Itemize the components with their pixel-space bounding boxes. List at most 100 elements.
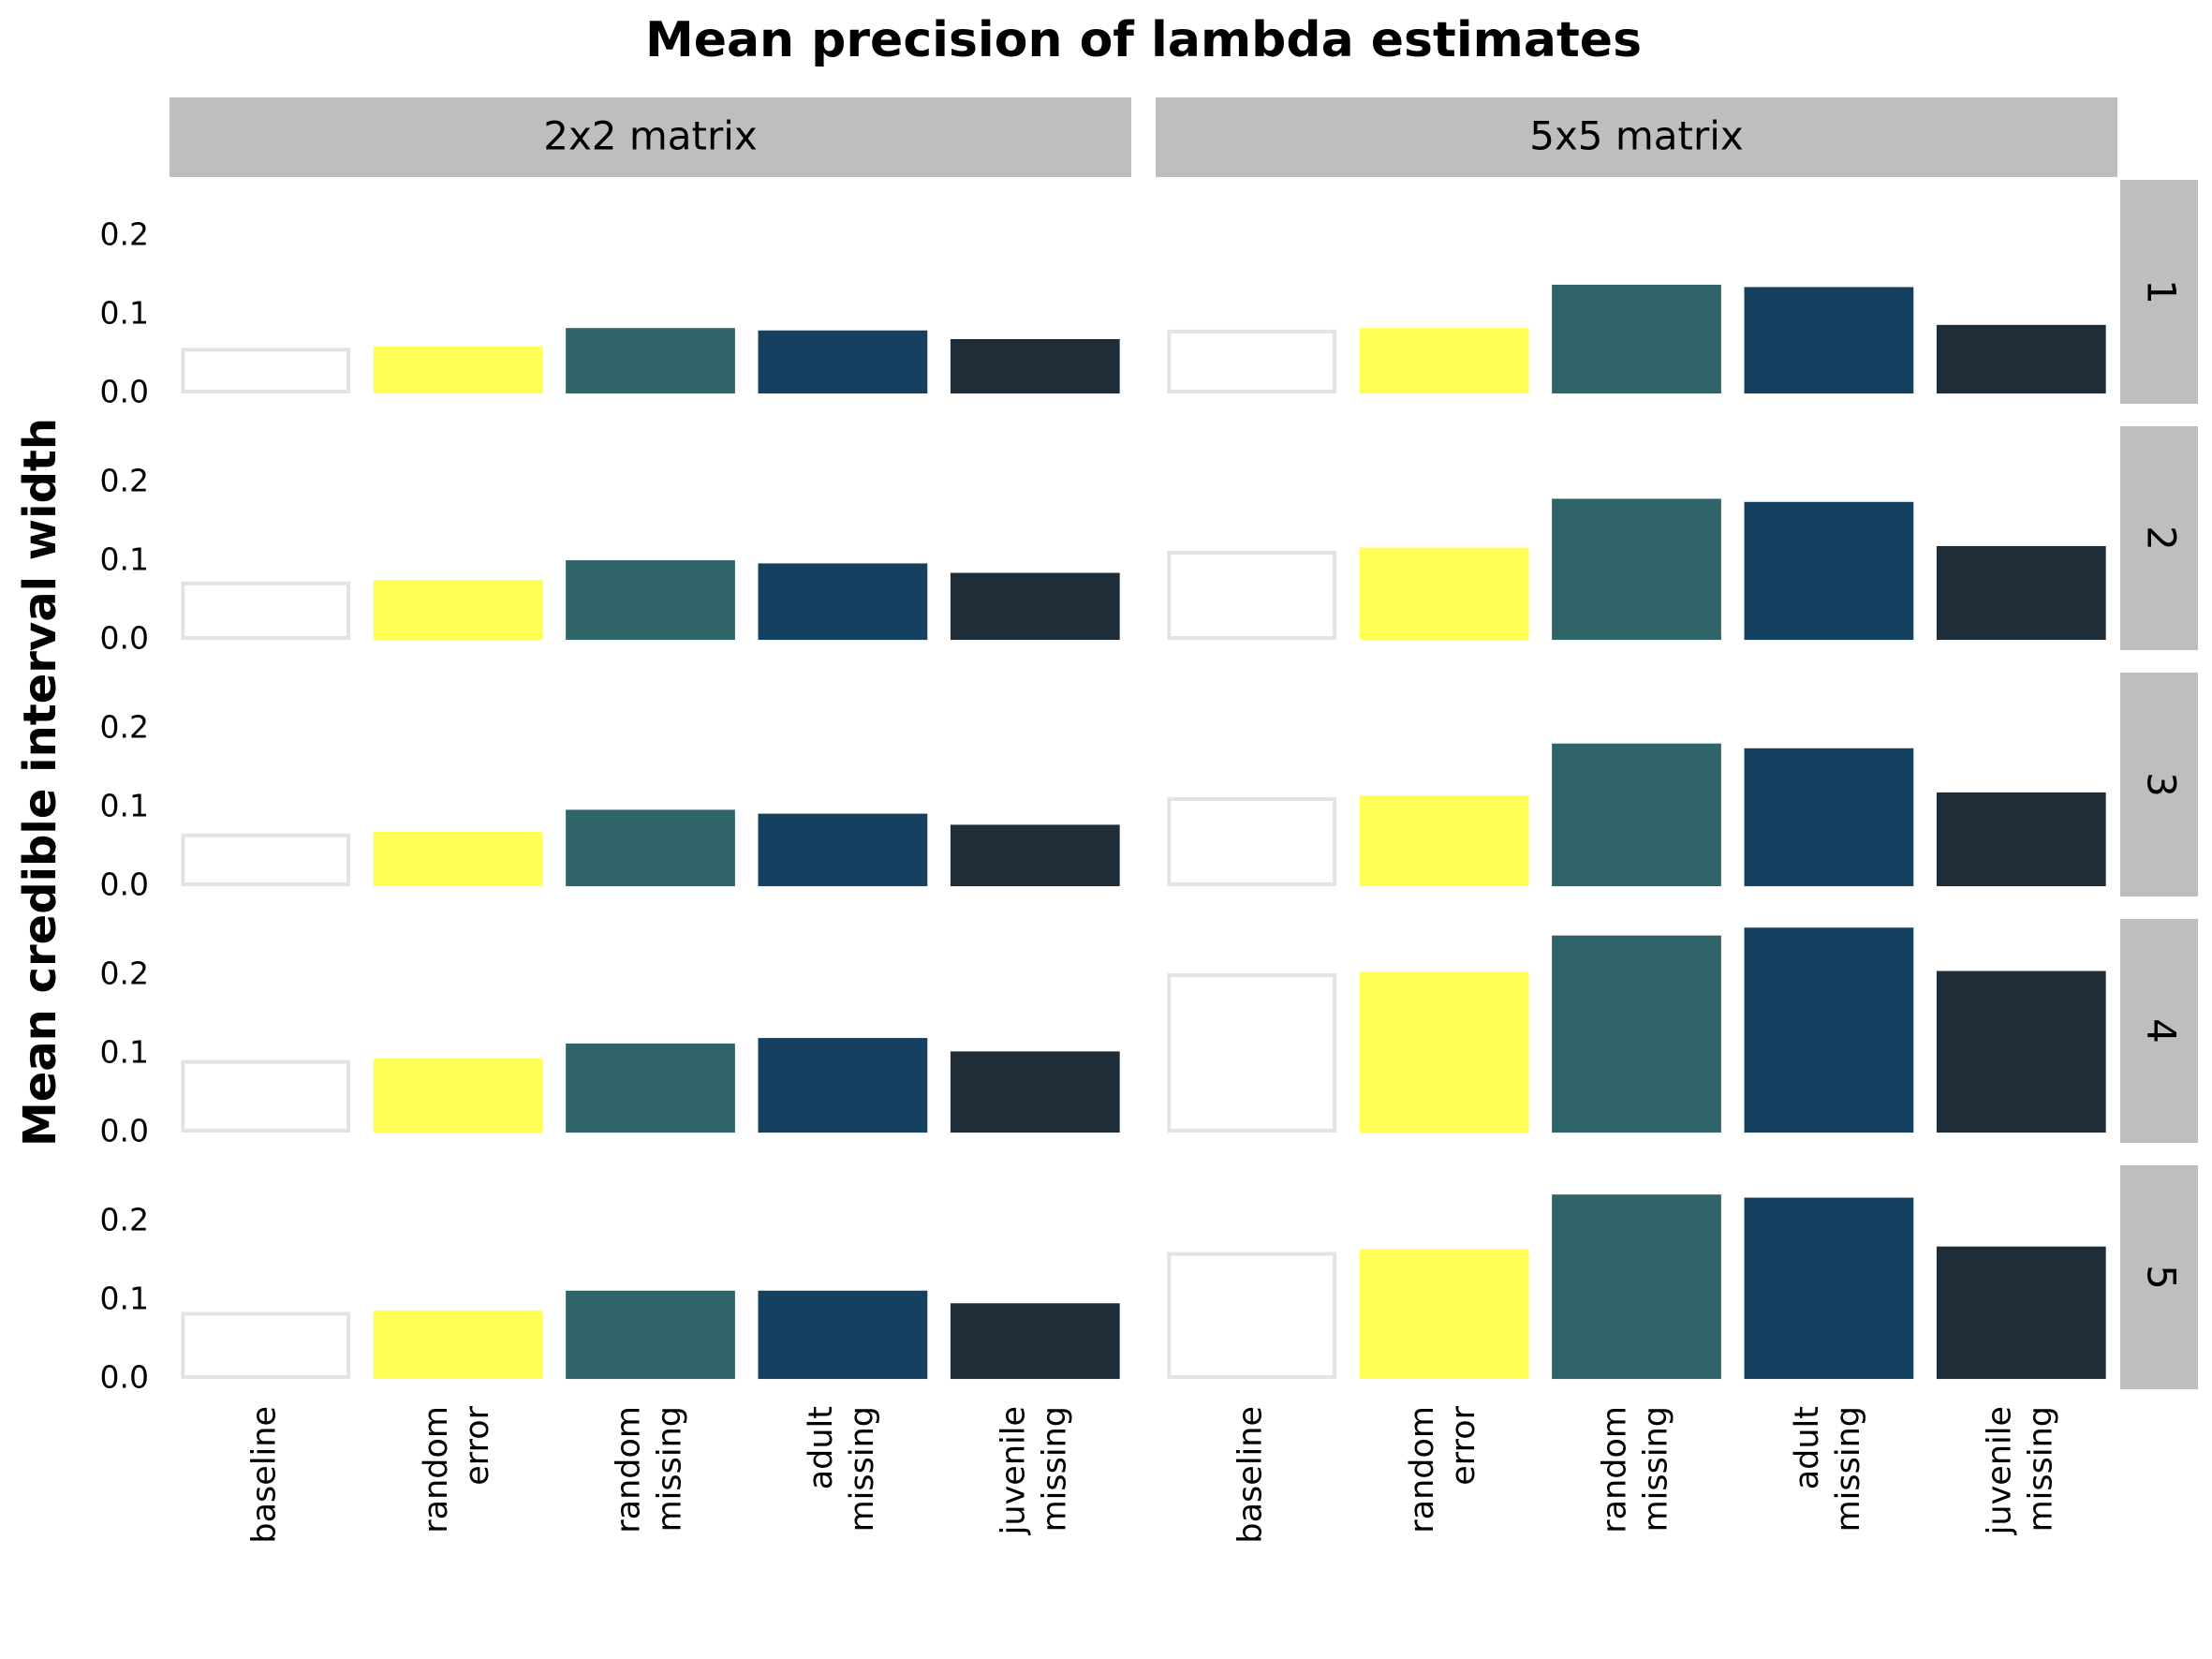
y-tick-label: 0.2 [100,462,149,498]
x-tick-label-line: missing [1830,1406,1867,1532]
column-strip-label: 5x5 matrix [1529,113,1744,159]
x-tick-label: random missing [611,1406,689,1533]
y-tick-label: 0.2 [100,955,149,991]
bar [1359,795,1529,887]
x-tick-label-line: baseline [1232,1406,1270,1544]
y-tick-label: 0.2 [100,1201,149,1237]
bar [758,1290,928,1380]
column-strip [170,97,1131,177]
bar [566,1043,735,1133]
row-strip [2120,1165,2198,1389]
bar [950,1303,1120,1380]
row-strip-label: 5 [2139,1265,2185,1290]
bar [1552,935,1721,1133]
row-strip [2120,919,2198,1143]
x-tick-label-line: missing [1036,1406,1073,1532]
bar [1359,547,1529,641]
x-tick-label-line: random [611,1406,648,1533]
x-tick-label-line: error [1445,1405,1482,1485]
y-tick-label: 0.1 [100,541,149,577]
column-strip-label: 2x2 matrix [543,113,758,159]
bar [181,1059,351,1133]
x-tick-label: adult missing [1789,1406,1867,1532]
bar [181,1311,351,1380]
bar [1936,970,2106,1133]
row-strip [2120,426,2198,650]
row-strip-label: 4 [2139,1018,2185,1044]
y-tick-label: 0.1 [100,1280,149,1316]
bar [181,348,351,394]
x-tick-label-line: juvenile [995,1406,1032,1535]
bar [566,328,735,394]
x-tick-label: adult missing [803,1406,881,1532]
y-tick-label: 0.0 [100,1113,149,1149]
bar [1744,1197,1914,1380]
x-tick-label-line: random [1597,1406,1634,1533]
bar [373,831,543,887]
x-tick-label-line: error [459,1405,496,1485]
bar [1167,1252,1337,1380]
bar [373,580,543,641]
x-tick-label: baseline [246,1406,284,1544]
y-tick-label: 0.0 [100,1359,149,1396]
y-tick-label: 0.0 [100,620,149,657]
row-strip [2120,673,2198,896]
bar [566,809,735,887]
x-tick-label-line: juvenile [1981,1406,2018,1535]
bar [1936,324,2106,394]
x-tick-label-line: adult [1789,1406,1826,1489]
bar [1167,329,1337,394]
x-tick-label-line: random [1404,1406,1441,1533]
bar [1744,748,1914,887]
bar [1936,792,2106,887]
bar [181,581,351,641]
bar [1936,1246,2106,1380]
bar [181,833,351,887]
row-strip-label: 3 [2139,772,2185,797]
bar [1167,796,1337,887]
bar [950,1051,1120,1133]
y-tick-label: 0.0 [100,867,149,903]
x-tick-label-line: missing [2022,1406,2059,1532]
x-tick-label: baseline [1232,1406,1270,1544]
bar [1359,971,1529,1133]
x-tick-label-line: missing [1638,1406,1675,1532]
bar [566,560,735,641]
bar [373,346,543,394]
y-axis-title: Mean credible interval width [14,418,66,1147]
chart-title: Mean precision of lambda estimates [645,12,1642,68]
bar [1744,287,1914,394]
x-tick-label: juvenile missing [1981,1406,2059,1535]
bar [758,813,928,887]
bar [758,1038,928,1133]
y-tick-label: 0.1 [100,787,149,823]
bar [758,330,928,394]
y-tick-label: 0.2 [100,708,149,745]
bar [1744,501,1914,641]
x-tick-label-line: baseline [246,1406,284,1544]
bar [1936,545,2106,641]
bar [950,572,1120,641]
bar [1552,498,1721,641]
x-tick-label: random error [1404,1405,1482,1533]
bar [1359,1249,1529,1380]
x-tick-label: random missing [1597,1406,1675,1533]
bar [1552,1194,1721,1380]
y-tick-label: 0.2 [100,215,149,252]
bar [1744,927,1914,1133]
x-tick-label-line: missing [844,1406,881,1532]
x-tick-label: juvenile missing [995,1406,1073,1535]
x-tick-label-line: adult [803,1406,840,1489]
y-tick-label: 0.0 [100,374,149,410]
bar [1167,973,1337,1133]
x-tick-label-line: missing [652,1406,689,1532]
bar [1552,284,1721,394]
x-tick-label-line: random [418,1406,455,1533]
bar [1167,550,1337,641]
bar [950,824,1120,887]
bar [1552,743,1721,887]
bar [566,1290,735,1380]
bar [1359,328,1529,394]
